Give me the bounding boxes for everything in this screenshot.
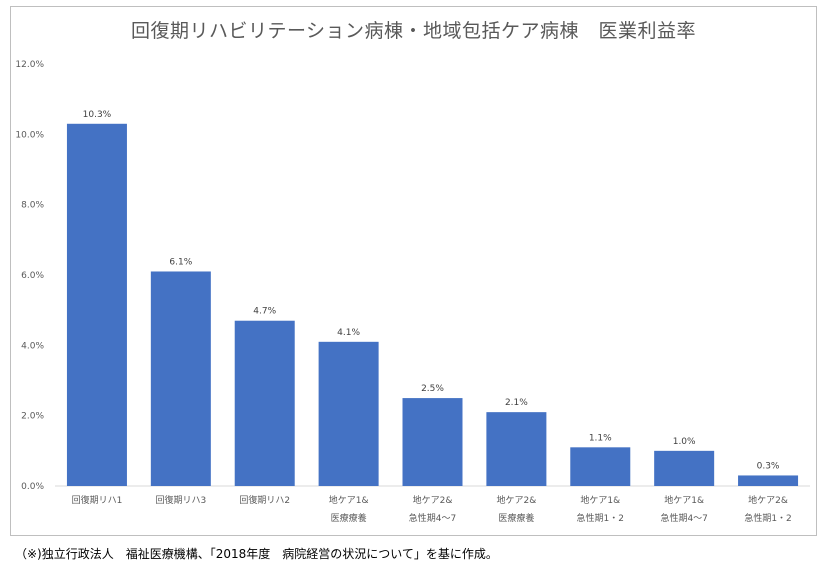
- bar-data-label: 4.1%: [337, 328, 360, 338]
- x-category-label: 地ケア1&: [664, 494, 704, 506]
- bar: [66, 123, 127, 487]
- chart-title: 回復期リハビリテーション病棟・地域包括ケア病棟 医業利益率: [130, 20, 697, 42]
- bar: [570, 447, 631, 486]
- x-category-label: 急性期1・2: [577, 512, 624, 524]
- x-category-label: 回復期リハ3: [155, 494, 206, 506]
- bar: [318, 341, 379, 486]
- x-category-label: 急性期4〜7: [660, 512, 707, 524]
- x-category-label: 地ケア2&: [748, 494, 788, 506]
- bar-data-label: 1.0%: [673, 437, 696, 447]
- bar: [486, 412, 547, 486]
- x-category-label: 回復期リハ2: [239, 494, 290, 506]
- y-tick-label: 12.0%: [15, 60, 44, 70]
- bar-data-label: 4.7%: [253, 307, 276, 317]
- bar: [402, 398, 463, 486]
- bar-data-label: 10.3%: [83, 110, 112, 120]
- x-category-label: 急性期1・2: [744, 512, 791, 524]
- bar-data-label: 1.1%: [589, 433, 612, 443]
- bar-data-label: 2.5%: [421, 384, 444, 394]
- bar: [150, 271, 211, 486]
- bar-chart: 0.0% 2.0% 4.0% 6.0% 8.0% 10.0% 12.0% 10.3% 回復期リハ…: [15, 60, 810, 524]
- bar-data-label: 0.3%: [757, 461, 780, 471]
- x-category-label: 地ケア2&: [497, 494, 537, 506]
- y-tick-label: 8.0%: [21, 201, 44, 211]
- bar: [654, 450, 715, 486]
- x-category-label: 急性期4〜7: [409, 512, 456, 524]
- bar-data-label: 2.1%: [505, 398, 528, 408]
- y-tick-label: 2.0%: [21, 412, 44, 422]
- y-tick-label: 4.0%: [21, 341, 44, 351]
- x-category-label: 医療療養: [331, 512, 367, 524]
- bar: [738, 475, 799, 486]
- x-category-label: 地ケア2&: [413, 494, 453, 506]
- y-tick-label: 10.0%: [15, 130, 44, 140]
- x-category-label: 地ケア1&: [580, 494, 620, 506]
- bar: [234, 320, 295, 486]
- x-category-label: 医療療養: [498, 512, 534, 524]
- x-category-label: 地ケア1&: [329, 494, 369, 506]
- y-tick-label: 6.0%: [21, 271, 44, 281]
- x-category-label: 回復期リハ1: [72, 494, 123, 506]
- source-footnote: （※)独立行政法人 福祉医療機構、「2018年度 病院経営の状況について」を基に…: [15, 547, 498, 561]
- bar-data-label: 6.1%: [169, 257, 192, 267]
- y-tick-label: 0.0%: [21, 482, 44, 492]
